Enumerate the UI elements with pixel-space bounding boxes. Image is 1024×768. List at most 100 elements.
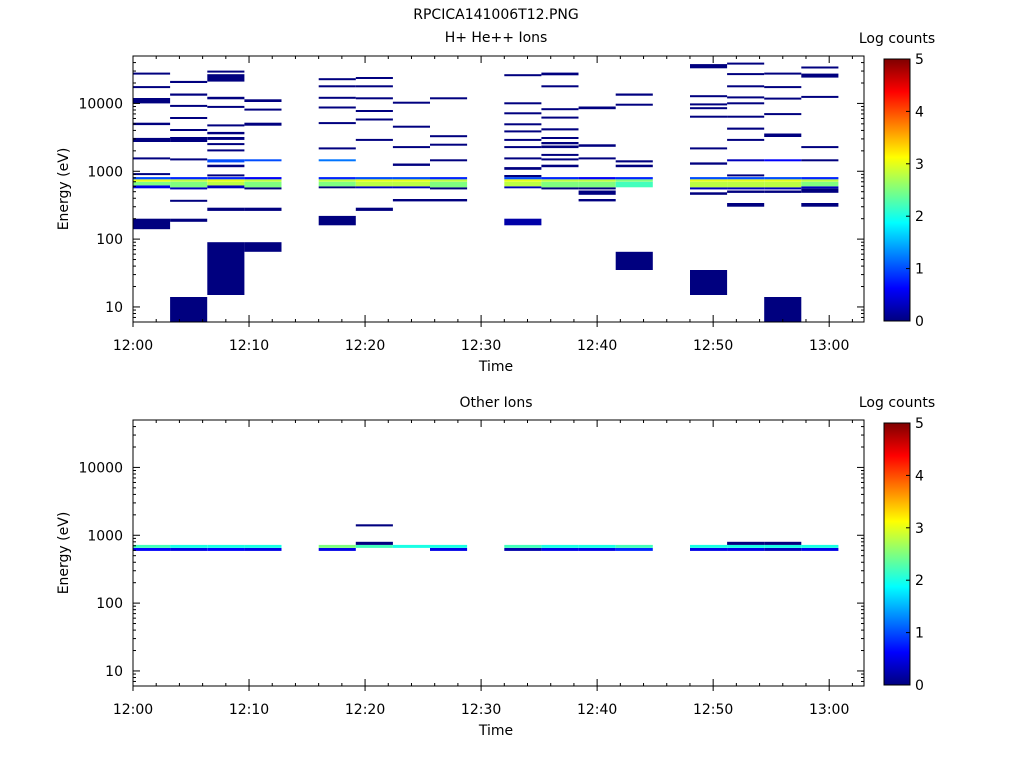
spectrogram-cell (615, 548, 653, 551)
panel-h-he-ions: H+ He++ Ions 12:00 12:10 12:20 12:30 12:40 12… (56, 30, 935, 375)
spectrogram-cell (430, 143, 468, 146)
plot-frame (132, 419, 865, 687)
spectrogram-cell (318, 159, 356, 162)
spectrogram-cell (504, 181, 542, 187)
spectrogram-cell (318, 186, 356, 189)
y-tick-label: 1000 (87, 164, 123, 180)
spectrogram-cell (133, 179, 171, 182)
spectrogram-cell (727, 179, 765, 182)
spectrogram-cell (207, 544, 245, 548)
spectrogram-cell (504, 548, 542, 551)
spectrogram-cell (690, 179, 728, 182)
spectrogram-cell (355, 177, 393, 180)
spectrogram-cell (244, 179, 282, 182)
spectrogram-cell (727, 187, 765, 190)
spectrogram-cell (615, 164, 653, 168)
spectrogram-cell (318, 548, 356, 551)
spectrogram-cell (318, 96, 356, 99)
spectrogram-cell (764, 190, 802, 193)
colorbar (883, 422, 911, 686)
x-tick-label: 12:50 (693, 702, 733, 718)
spectrogram-cell (801, 177, 839, 180)
x-tick-label: 13:00 (809, 338, 849, 354)
spectrogram-cell (690, 64, 728, 69)
spectrogram-cell (355, 138, 393, 141)
spectrogram-cell (430, 97, 468, 100)
colorbar-tick-label: 4 (915, 468, 924, 484)
spectrogram-cell (801, 66, 839, 69)
axes: 12:00 12:10 12:20 12:30 12:40 12:50 13:00 10 100… (78, 55, 864, 354)
panel-other-ions: Other Ions 12:00 12:10 12:20 12:30 12:40 12:5… (56, 395, 935, 739)
spectrogram-cell (170, 548, 208, 551)
spectrogram-cell (430, 544, 468, 548)
spectrogram-cell (392, 125, 430, 128)
y-tick-label: 100 (96, 596, 123, 612)
spectrogram-cell (541, 142, 579, 145)
spectrogram-cell (764, 97, 802, 100)
spectrogram-cell (615, 181, 653, 188)
spectrogram-cell (801, 95, 839, 98)
spectrogram-cell (355, 110, 393, 112)
spectrogram-cell (504, 177, 542, 180)
spectrogram-cell (504, 123, 542, 126)
x-axis-label: Time (478, 359, 513, 375)
spectrogram-cells (133, 62, 839, 322)
spectrogram-cell (392, 181, 430, 187)
spectrogram-cell (690, 107, 728, 110)
spectrogram-cell (578, 144, 616, 147)
spectrogram-cell (578, 199, 616, 202)
spectrogram-cell (690, 548, 728, 551)
spectrogram-cell (207, 124, 245, 127)
spectrogram-cell (727, 102, 765, 105)
spectrogram-cell (504, 218, 542, 226)
spectrogram-cell (430, 199, 468, 202)
spectrogram-cell (615, 179, 653, 182)
x-tick-label: 12:00 (113, 338, 153, 354)
spectrogram-cell (504, 175, 542, 178)
spectrogram-cell (392, 199, 430, 202)
spectrogram-cell (690, 95, 728, 98)
x-tick-label: 12:30 (461, 702, 501, 718)
colorbar-tick-label: 0 (915, 678, 924, 694)
spectrogram-cell (541, 548, 579, 551)
y-tick-label: 100 (96, 232, 123, 248)
spectrogram-cell (318, 544, 356, 548)
spectrogram-cell (355, 524, 393, 527)
spectrogram-cell (690, 544, 728, 548)
spectrogram-cell (355, 118, 393, 121)
spectrogram-cell (541, 145, 579, 149)
y-tick-label: 10000 (78, 460, 123, 476)
colorbar-tick-label: 1 (915, 262, 924, 278)
spectrogram-cell (170, 544, 208, 548)
spectrogram-cell (541, 85, 579, 88)
spectrogram-cell (727, 181, 765, 188)
spectrogram-cell (764, 86, 802, 89)
spectrogram-cell (355, 179, 393, 182)
spectrogram-cell (801, 188, 839, 193)
spectrogram-cell (690, 103, 728, 106)
spectrogram-cell (392, 544, 430, 548)
spectrogram-cell (727, 62, 765, 65)
spectrogram-cell (244, 548, 282, 551)
spectrogram-cell (764, 541, 802, 545)
spectrogram-cell (727, 159, 765, 162)
spectrogram-cell (392, 101, 430, 104)
y-tick-label: 10 (105, 664, 123, 680)
spectrogram-cell (133, 544, 171, 548)
spectrogram-cell (541, 177, 579, 180)
spectrogram-cell (504, 138, 542, 141)
spectrogram-cell (764, 187, 802, 190)
spectrogram-cell (207, 185, 245, 189)
spectrogram-cell (244, 242, 282, 252)
spectrogram-cell (133, 122, 171, 126)
spectrogram-cell (615, 93, 653, 96)
spectrogram-cell (318, 122, 356, 125)
spectrogram-cell (392, 163, 430, 166)
colorbar-tick-label: 3 (915, 157, 924, 173)
x-tick-label: 13:00 (809, 702, 849, 718)
spectrogram-cell (207, 131, 245, 135)
spectrogram-cell (207, 548, 245, 551)
spectrogram-cell (355, 541, 393, 545)
spectrogram-cell (690, 177, 728, 180)
